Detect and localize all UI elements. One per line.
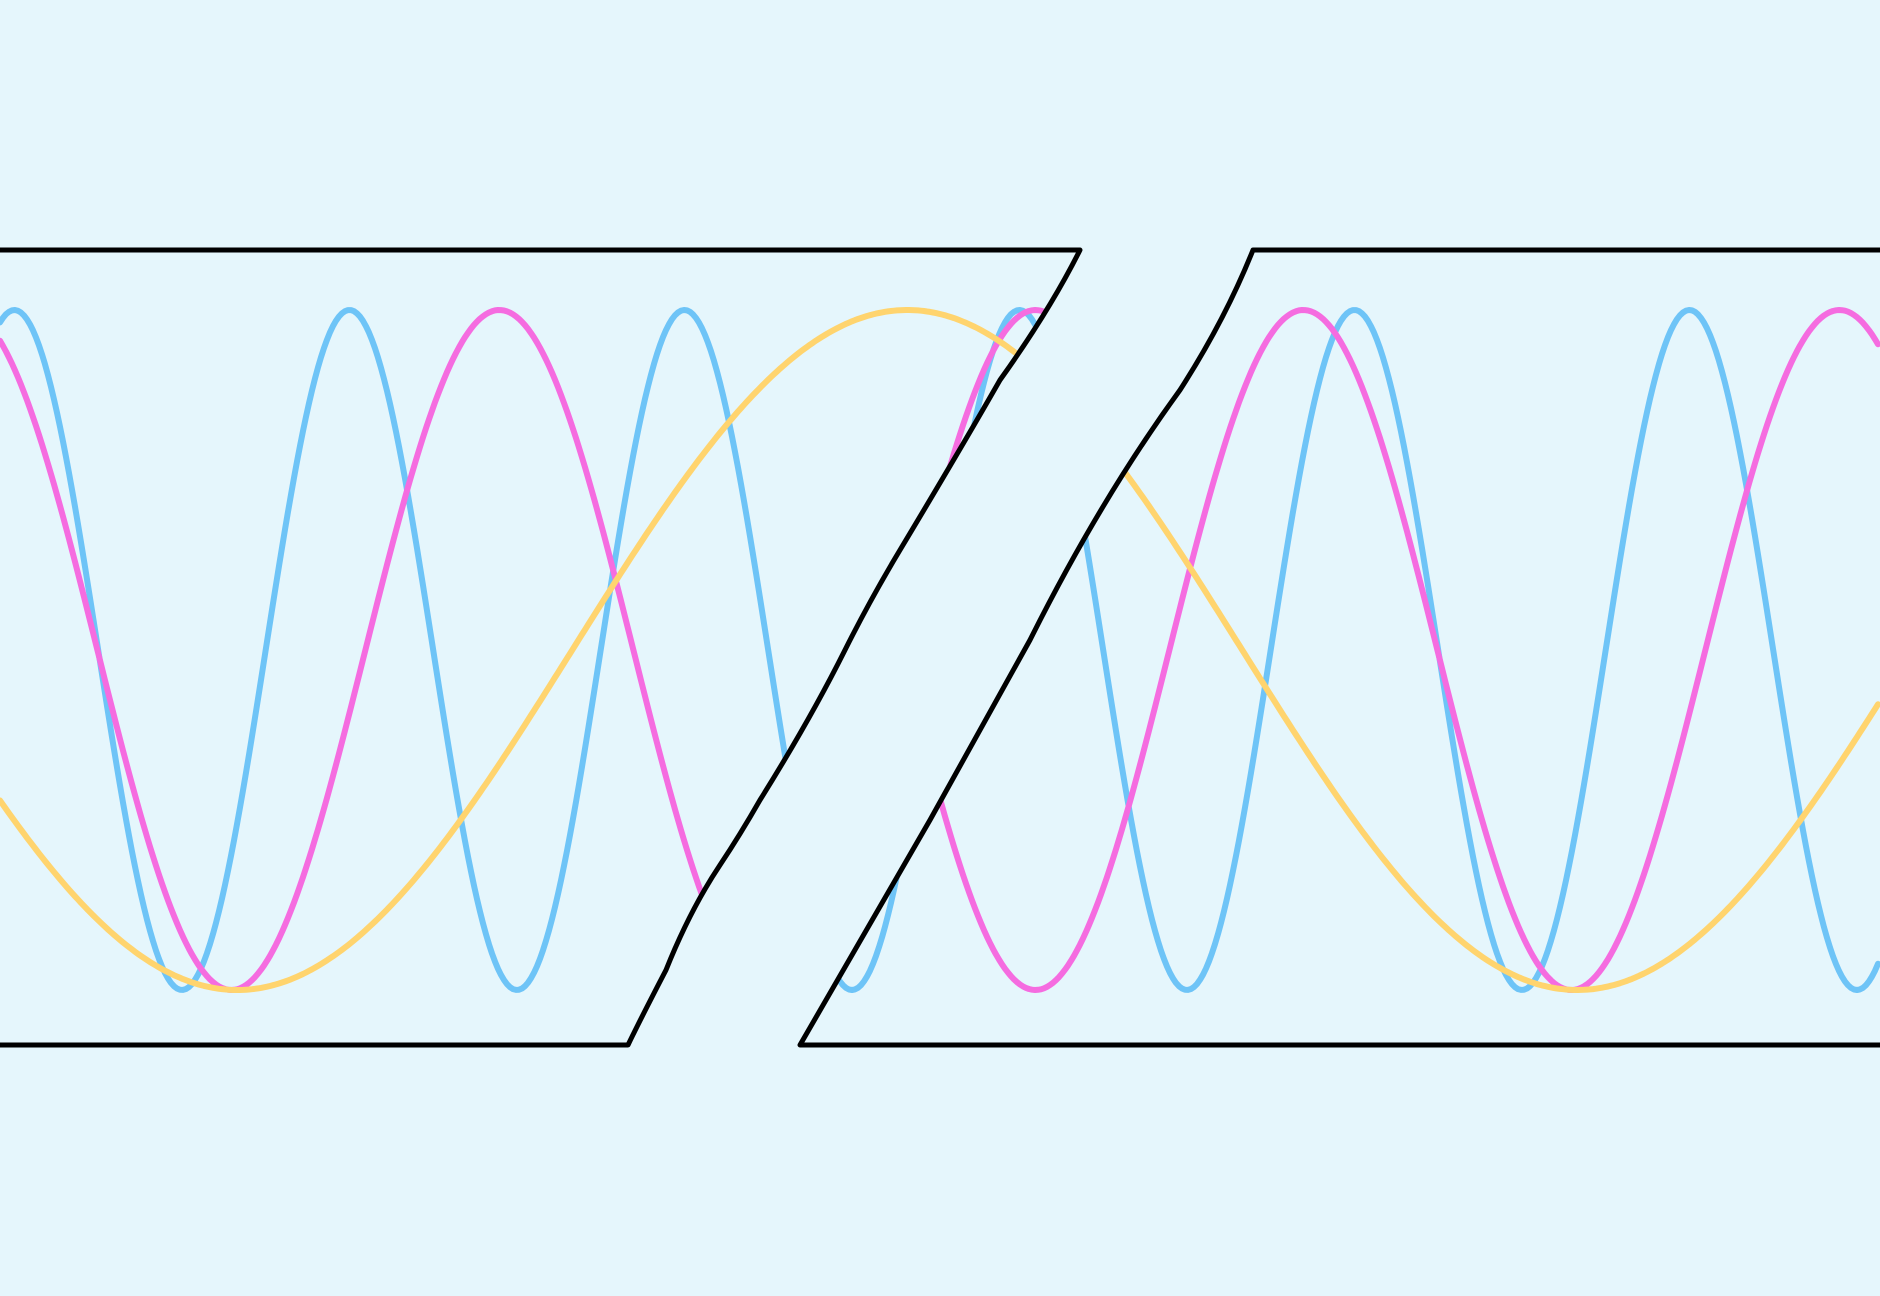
wave-pink-icon [800,307,1880,993]
left-panel-frame [0,247,1083,1048]
wave-yellow-icon [0,307,1080,993]
right-panel-frame [797,247,1880,1048]
